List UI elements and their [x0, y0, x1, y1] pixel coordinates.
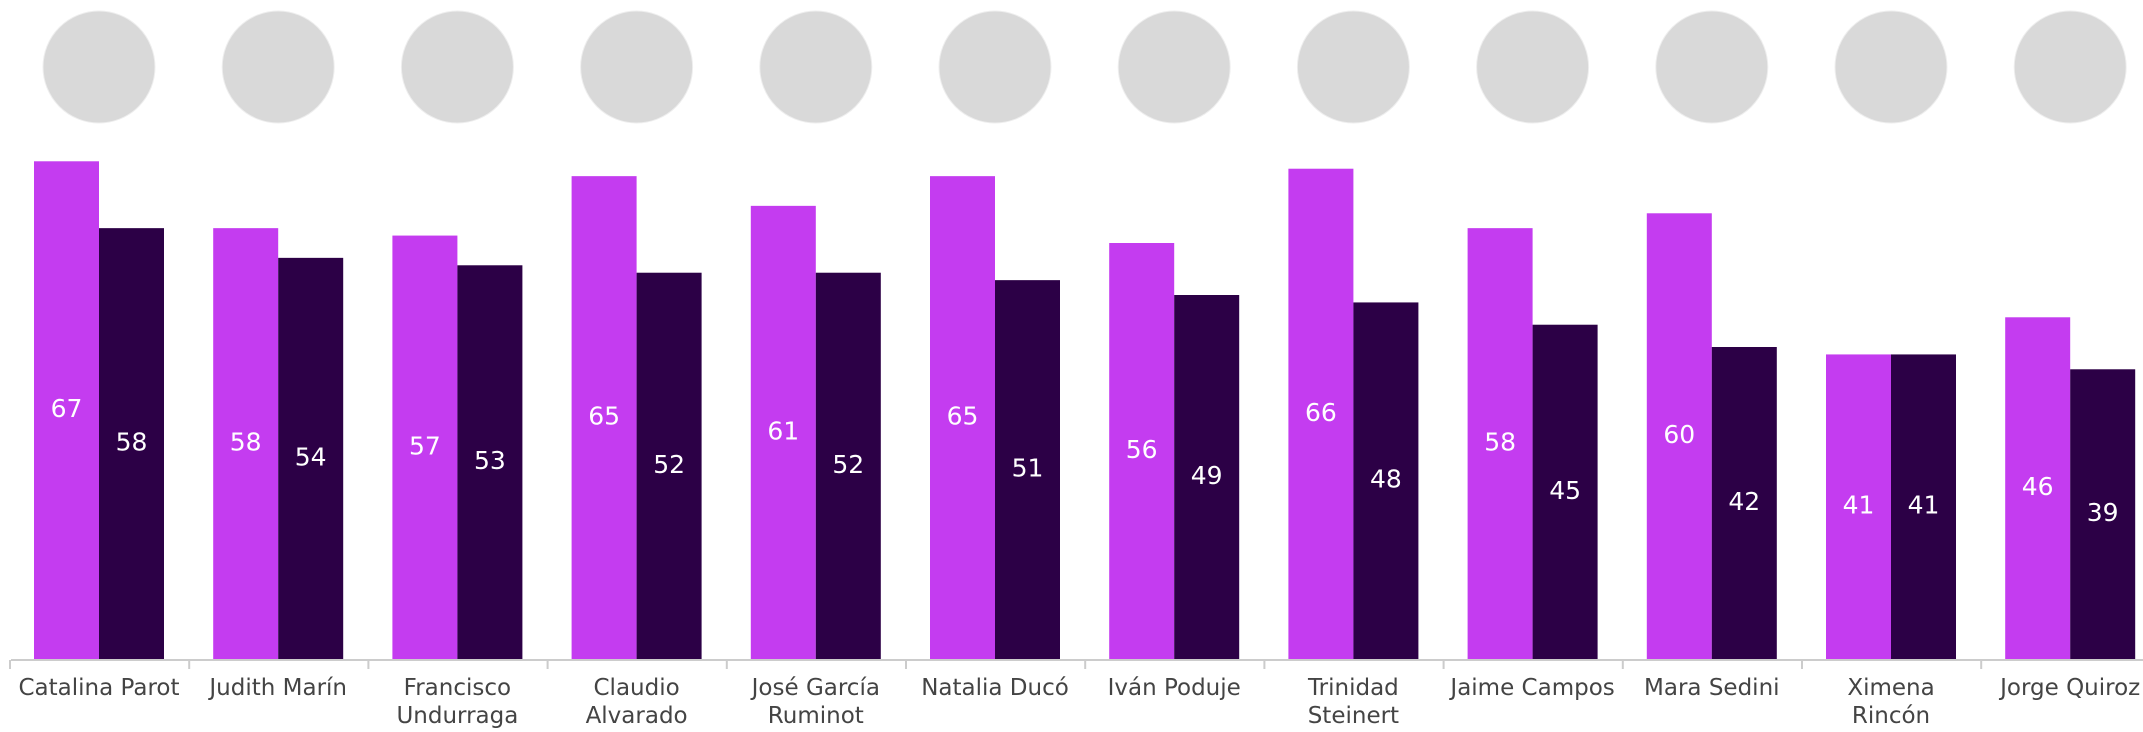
bar — [1174, 295, 1240, 659]
bar — [1109, 243, 1175, 659]
value-label: 58 — [230, 428, 262, 457]
value-label: 54 — [295, 442, 327, 471]
value-label: 58 — [1484, 428, 1516, 457]
value-label: 61 — [767, 416, 799, 445]
portrait — [400, 10, 514, 124]
value-label: 51 — [1012, 454, 1044, 483]
bar — [1826, 354, 1891, 659]
bar — [750, 205, 816, 659]
value-label: 42 — [1728, 487, 1760, 516]
portrait — [1476, 10, 1590, 124]
portrait — [1834, 10, 1948, 124]
value-label: 41 — [1843, 491, 1875, 520]
bar — [392, 235, 458, 660]
x-tick-label: Judith Marín — [209, 675, 347, 701]
portrait — [221, 10, 335, 124]
x-tick-label: Trinidad Steinert — [1307, 675, 1400, 729]
x-tick-label: José García Ruminot — [751, 675, 880, 729]
bar — [815, 272, 881, 659]
bar — [636, 272, 702, 659]
bar — [1646, 213, 1712, 660]
bar — [457, 265, 523, 659]
bar — [995, 280, 1060, 659]
value-label: 46 — [2022, 472, 2054, 501]
bar — [2005, 317, 2071, 659]
value-label: 58 — [116, 428, 148, 457]
x-tick-label: Jorge Quiroz — [2000, 675, 2141, 701]
portrait — [938, 10, 1052, 124]
x-tick-label: Natalia Ducó — [921, 675, 1069, 701]
bar — [930, 176, 995, 659]
x-tick-label: Francisco Undurraga — [396, 675, 519, 729]
bar — [213, 228, 279, 659]
portrait — [42, 10, 156, 124]
x-tick-label: Ximena Rincón — [1847, 675, 1935, 729]
portrait — [1296, 10, 1410, 124]
bar — [1353, 302, 1419, 659]
x-tick-label: Jaime Campos — [1450, 675, 1615, 701]
value-label: 60 — [1663, 420, 1695, 449]
bar — [2070, 369, 2136, 659]
value-label: 57 — [409, 431, 441, 460]
bar — [99, 228, 164, 659]
portrait — [759, 10, 873, 124]
portrait — [1655, 10, 1769, 124]
bar — [34, 161, 99, 660]
value-label: 65 — [947, 402, 979, 431]
value-label: 65 — [588, 402, 620, 431]
portrait — [580, 10, 694, 124]
portrait — [1117, 10, 1231, 124]
value-label: 53 — [474, 446, 506, 475]
bar — [571, 176, 637, 659]
x-tick-label: Mara Sedini — [1644, 675, 1780, 701]
value-label: 52 — [832, 450, 864, 479]
value-label: 66 — [1305, 398, 1337, 427]
bar — [1891, 354, 1956, 659]
x-tick-label: Claudio Alvarado — [585, 675, 688, 729]
bar — [278, 257, 344, 659]
value-label: 48 — [1370, 465, 1402, 494]
bar — [1467, 228, 1533, 659]
bar — [1711, 347, 1777, 659]
bar — [1532, 324, 1598, 659]
value-label: 45 — [1549, 476, 1581, 505]
value-label: 52 — [653, 450, 685, 479]
x-tick-label: Catalina Parot — [18, 675, 180, 701]
bar — [1288, 168, 1354, 659]
value-label: 39 — [2087, 498, 2119, 527]
value-label: 56 — [1126, 435, 1158, 464]
portrait — [2013, 10, 2127, 124]
value-label: 49 — [1191, 461, 1223, 490]
x-tick-label: Iván Poduje — [1107, 675, 1241, 701]
value-label: 67 — [51, 394, 83, 423]
value-label: 41 — [1908, 491, 1940, 520]
